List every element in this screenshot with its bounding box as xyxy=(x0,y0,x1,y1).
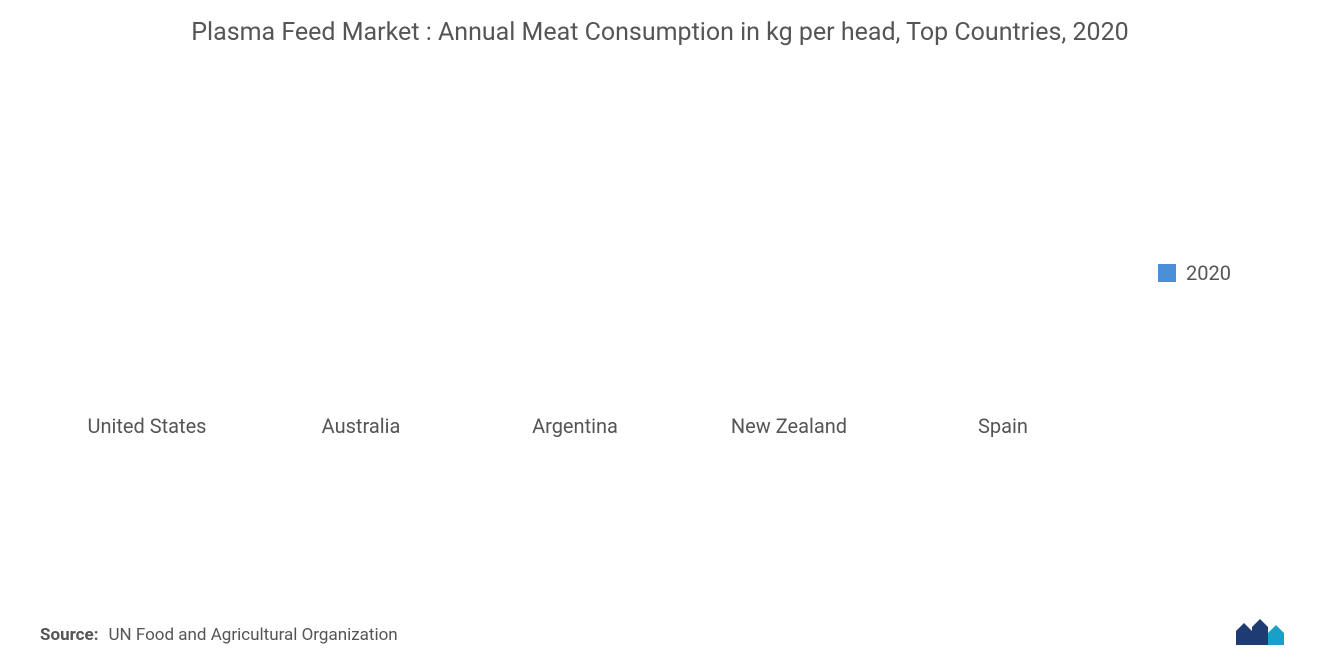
source-label: Source: xyxy=(40,625,98,645)
plot-area: United States Australia Argentina New Zeala… xyxy=(30,108,1290,438)
bar-col: New Zealand xyxy=(682,404,896,438)
legend-item-2020: 2020 xyxy=(1158,261,1231,285)
source-text: UN Food and Agricultural Organization xyxy=(108,625,397,645)
bar-col: Spain xyxy=(896,404,1110,438)
chart-title: Plasma Feed Market : Annual Meat Consump… xyxy=(150,16,1170,50)
legend-label: 2020 xyxy=(1186,261,1231,285)
source-footer: Source: UN Food and Agricultural Organiz… xyxy=(40,625,398,645)
chart-container: Plasma Feed Market : Annual Meat Consump… xyxy=(0,0,1320,665)
bar-category-label: New Zealand xyxy=(731,414,847,438)
bar-category-label: United States xyxy=(87,414,206,438)
bar-col: United States xyxy=(40,404,254,438)
legend-swatch xyxy=(1158,264,1176,282)
bars-group: United States Australia Argentina New Zeala… xyxy=(30,108,1130,438)
bar-category-label: Spain xyxy=(978,414,1028,438)
mordor-logo-icon xyxy=(1234,617,1286,647)
bar-col: Argentina xyxy=(468,404,682,438)
legend: 2020 xyxy=(1130,108,1290,438)
bar-col: Australia xyxy=(254,404,468,438)
bar-category-label: Argentina xyxy=(532,414,618,438)
bar-category-label: Australia xyxy=(322,414,401,438)
